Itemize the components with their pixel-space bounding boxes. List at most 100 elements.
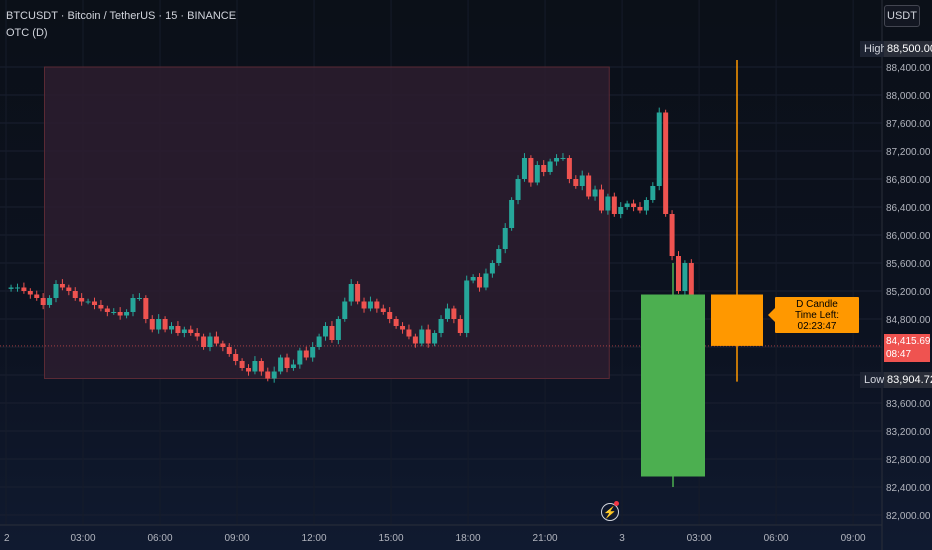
candle-body <box>329 325 335 340</box>
d-candle-green-body <box>641 294 705 477</box>
candle-body <box>361 301 367 309</box>
candle-body <box>438 318 444 333</box>
candle-body <box>265 371 271 379</box>
candle-body <box>72 290 78 298</box>
candle-body <box>598 189 604 211</box>
x-tick-label: 09:00 <box>841 533 866 544</box>
candle-body <box>624 203 630 207</box>
y-tick-label: 82,400.00 <box>886 483 931 494</box>
candle-body <box>79 297 85 302</box>
candle-body <box>226 346 232 354</box>
candle-body <box>149 318 155 330</box>
candle-body <box>104 308 110 312</box>
candle-body <box>59 283 65 288</box>
x-tick-label: 3 <box>619 533 625 544</box>
candle-body <box>143 297 149 319</box>
candle-body <box>515 178 521 200</box>
candle-body <box>194 332 200 337</box>
candle-body <box>303 350 309 358</box>
candle-body <box>528 157 534 183</box>
y-tick-label: 88,400.00 <box>886 63 931 74</box>
candle-body <box>496 248 502 263</box>
indicator-label: OTC (D) <box>6 27 48 39</box>
candle-body <box>335 318 341 340</box>
low-value: 83,904.72 <box>884 372 932 388</box>
candle-body <box>483 273 489 288</box>
y-tick-label: 82,000.00 <box>886 511 931 522</box>
candle-body <box>579 175 585 186</box>
candle-body <box>27 290 33 295</box>
candle-body <box>650 185 656 200</box>
candle-body <box>156 318 162 330</box>
candle-body <box>271 371 277 379</box>
y-tick-label: 85,200.00 <box>886 287 931 298</box>
y-tick-label: 87,600.00 <box>886 119 931 130</box>
candle-body <box>130 297 136 312</box>
candle-body <box>85 301 91 303</box>
daily-candles <box>641 59 763 487</box>
candle-body <box>400 325 406 330</box>
candle-body <box>592 189 598 197</box>
low-label: Low <box>860 372 889 388</box>
candle-body <box>246 367 252 372</box>
candle-body <box>124 311 130 316</box>
high-label: High <box>860 41 891 57</box>
candle-body <box>297 350 303 365</box>
candle-body <box>669 213 675 256</box>
candle-body <box>47 297 53 305</box>
candle-body <box>233 353 239 361</box>
callout-time-left: Time Left: 02:23:47 <box>794 309 840 332</box>
candle-body <box>637 206 643 211</box>
candle-body <box>374 301 380 309</box>
candle-body <box>457 318 463 333</box>
candle-body <box>188 329 194 333</box>
price-axis: 82,000.00 82,400.00 82,800.00 83,200.00 83,6… <box>881 0 931 550</box>
x-tick-label: 03:00 <box>687 533 712 544</box>
y-tick-label: 87,200.00 <box>886 147 931 158</box>
candle-body <box>605 196 611 211</box>
candle-body <box>554 157 560 162</box>
candle-body <box>656 112 662 186</box>
x-tick-label: 18:00 <box>456 533 481 544</box>
candle-body <box>406 329 412 337</box>
candle-body <box>367 301 373 309</box>
candle-body <box>111 311 117 313</box>
candle-body <box>98 304 104 309</box>
candle-body <box>342 301 348 319</box>
x-tick-label: 12:00 <box>302 533 327 544</box>
candle-body <box>412 336 418 344</box>
candle-body <box>316 336 322 347</box>
candle-body <box>21 287 27 291</box>
candle-body <box>258 360 264 372</box>
current-price-tag: 84,415.69 08:47 <box>884 334 931 362</box>
candle-body <box>419 329 425 344</box>
symbol-title: BTCUSDT · Bitcoin / TetherUS · 15 · BINA… <box>6 10 237 22</box>
candle-body <box>502 227 508 249</box>
current-price-value: 84,415.69 <box>886 336 931 347</box>
x-tick-label: 15:00 <box>379 533 404 544</box>
candle-body <box>169 325 175 330</box>
y-tick-label: 82,800.00 <box>886 455 931 466</box>
candle-body <box>387 311 393 319</box>
candle-body <box>239 360 245 368</box>
candle-body <box>162 318 168 330</box>
candle-body <box>91 301 97 305</box>
y-tick-label: 88,000.00 <box>886 91 931 102</box>
candle-body <box>432 332 438 344</box>
candle-body <box>521 157 527 179</box>
candle-body <box>355 283 361 302</box>
candle-body <box>310 346 316 358</box>
d-candle-callout: D Candle Time Left: 02:23:47 <box>768 297 859 333</box>
x-tick-label: 03:00 <box>70 533 95 544</box>
x-tick-label: 06:00 <box>764 533 789 544</box>
currency-button[interactable]: USDT <box>884 5 920 27</box>
candle-body <box>534 164 540 183</box>
x-tick-label: 09:00 <box>225 533 250 544</box>
candle-body <box>393 318 399 326</box>
candle-body <box>477 276 483 288</box>
lightning-icon[interactable]: ⚡ <box>601 503 619 521</box>
candle-body <box>547 161 553 172</box>
candle-body <box>8 287 14 289</box>
candle-body <box>252 360 258 372</box>
